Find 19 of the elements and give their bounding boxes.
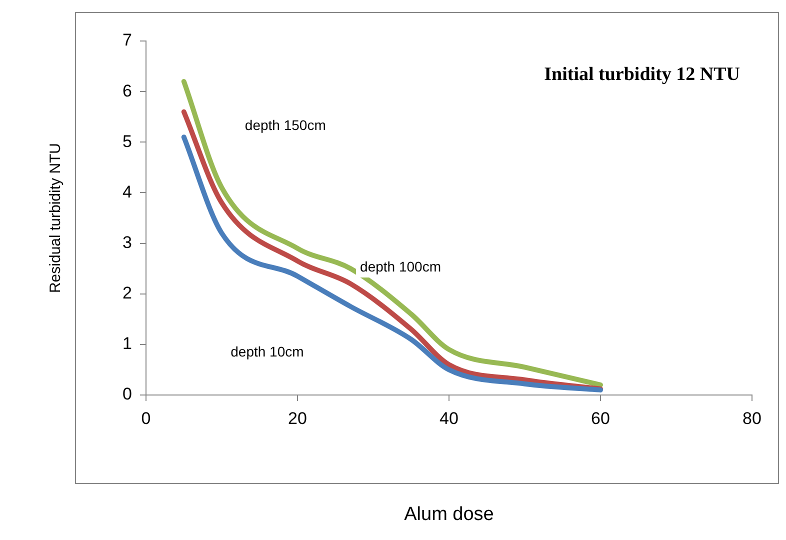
y-tick-label: 5 <box>122 132 132 151</box>
y-tick-label: 4 <box>122 182 132 202</box>
y-tick-label: 7 <box>122 30 132 50</box>
y-tick-label: 6 <box>122 81 132 100</box>
y-tick-label: 1 <box>122 334 132 354</box>
x-tick-label: 80 <box>742 408 762 428</box>
x-tick-label: 0 <box>141 408 151 428</box>
x-tick-label: 20 <box>288 408 307 428</box>
annotation: depth 150cm <box>244 116 326 133</box>
y-axis-title: Residual turbidity NTU <box>47 142 64 294</box>
x-tick-label: 60 <box>591 408 610 428</box>
annotation: depth 100cm <box>360 258 441 274</box>
x-tick-label: 40 <box>440 408 458 428</box>
annotation: depth 10cm <box>230 343 304 360</box>
y-tick-label: 0 <box>122 384 132 404</box>
y-tick-label: 2 <box>122 284 132 303</box>
x-axis-title: Alum dose <box>404 504 494 526</box>
y-tick-label: 3 <box>122 232 132 252</box>
text: Initial turbidity 12 NTU <box>544 64 740 85</box>
